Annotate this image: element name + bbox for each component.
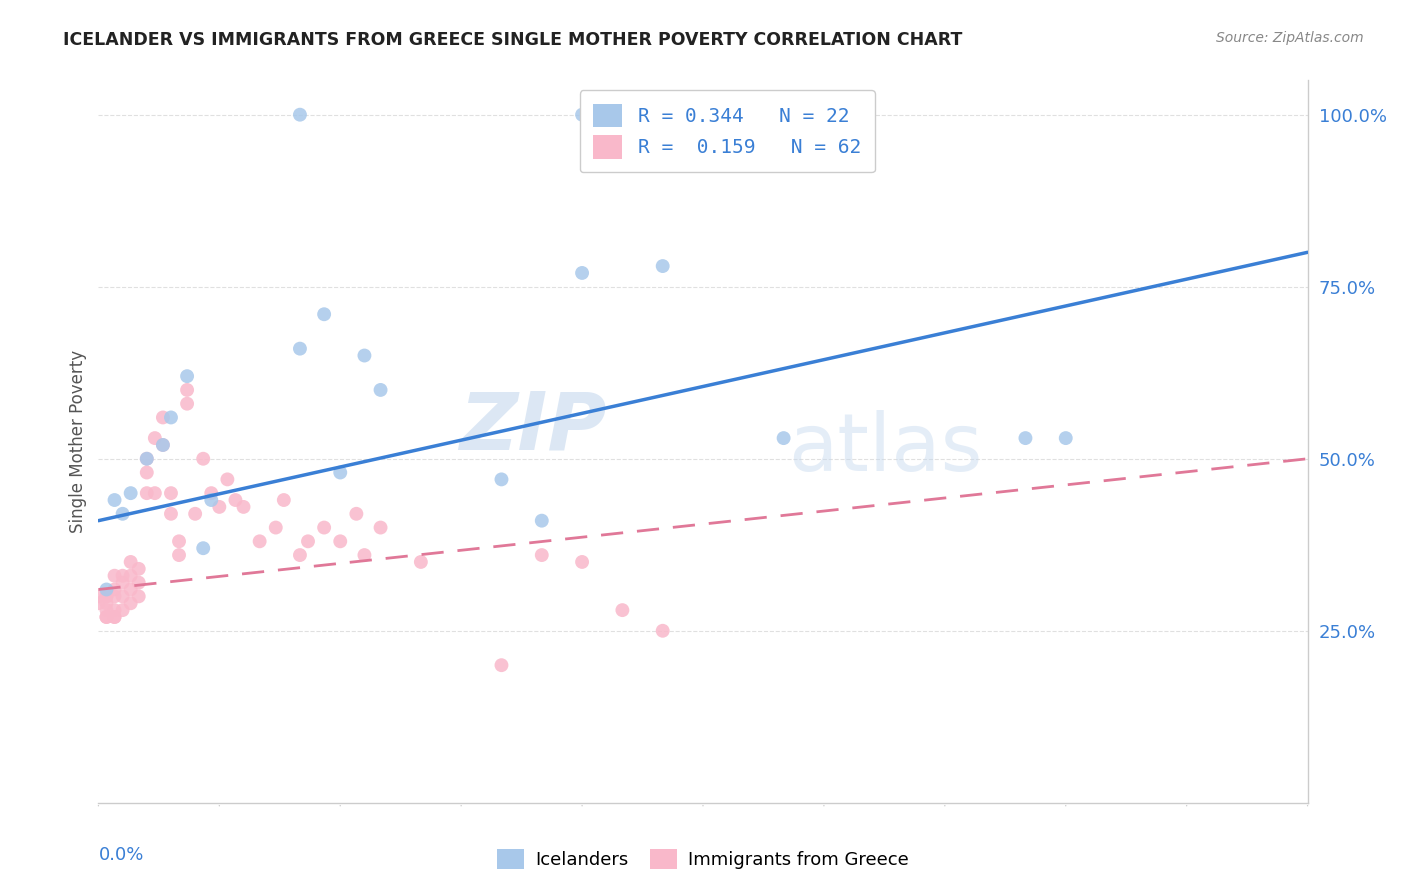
Point xyxy=(314,307,336,321)
Point xyxy=(208,500,231,514)
Point xyxy=(152,410,174,425)
Point xyxy=(530,514,553,528)
Point xyxy=(111,590,134,604)
Point xyxy=(96,590,118,604)
Point xyxy=(530,548,553,562)
Point xyxy=(96,610,118,624)
Point xyxy=(249,534,271,549)
Point xyxy=(128,562,150,576)
Point xyxy=(329,534,352,549)
Point xyxy=(160,507,183,521)
Point xyxy=(571,266,593,280)
Point xyxy=(103,610,125,624)
Point xyxy=(176,383,198,397)
Point xyxy=(370,520,392,534)
Point xyxy=(103,603,125,617)
Point xyxy=(103,610,125,624)
Point xyxy=(288,548,311,562)
Point xyxy=(120,555,142,569)
Point xyxy=(87,590,110,604)
Legend: R = 0.344   N = 22, R =  0.159   N = 62: R = 0.344 N = 22, R = 0.159 N = 62 xyxy=(579,90,875,172)
Point xyxy=(353,548,375,562)
Point xyxy=(96,610,118,624)
Y-axis label: Single Mother Poverty: Single Mother Poverty xyxy=(69,350,87,533)
Point xyxy=(96,590,118,604)
Point xyxy=(152,438,174,452)
Point xyxy=(120,582,142,597)
Point xyxy=(87,596,110,610)
Point xyxy=(96,603,118,617)
Point xyxy=(143,431,166,445)
Point xyxy=(193,541,215,556)
Point xyxy=(111,603,134,617)
Point xyxy=(297,534,319,549)
Point xyxy=(135,451,157,466)
Point xyxy=(651,624,673,638)
Text: atlas: atlas xyxy=(787,409,981,488)
Point xyxy=(111,568,134,582)
Point xyxy=(143,486,166,500)
Point xyxy=(167,548,190,562)
Point xyxy=(96,582,118,597)
Point xyxy=(120,486,142,500)
Point xyxy=(217,472,239,486)
Point xyxy=(103,493,125,508)
Point xyxy=(1054,431,1077,445)
Point xyxy=(224,493,246,508)
Point xyxy=(273,493,295,508)
Point xyxy=(651,259,673,273)
Point xyxy=(128,590,150,604)
Point xyxy=(103,582,125,597)
Text: ZIP: ZIP xyxy=(458,388,606,467)
Point xyxy=(491,658,513,673)
Point xyxy=(120,596,142,610)
Point xyxy=(612,603,634,617)
Point xyxy=(135,466,157,480)
Point xyxy=(176,397,198,411)
Point xyxy=(135,451,157,466)
Point xyxy=(193,451,215,466)
Point xyxy=(571,555,593,569)
Text: 0.0%: 0.0% xyxy=(98,847,143,864)
Point xyxy=(409,555,432,569)
Point xyxy=(200,486,222,500)
Point xyxy=(288,342,311,356)
Point xyxy=(772,431,794,445)
Point xyxy=(167,534,190,549)
Point xyxy=(128,575,150,590)
Point xyxy=(491,472,513,486)
Point xyxy=(264,520,287,534)
Point xyxy=(370,383,392,397)
Legend: Icelanders, Immigrants from Greece: Icelanders, Immigrants from Greece xyxy=(488,839,918,879)
Point xyxy=(200,493,222,508)
Point xyxy=(314,520,336,534)
Point xyxy=(103,590,125,604)
Point xyxy=(152,438,174,452)
Point xyxy=(111,507,134,521)
Point xyxy=(344,507,367,521)
Point xyxy=(111,575,134,590)
Point xyxy=(1014,431,1036,445)
Point xyxy=(329,466,352,480)
Text: Source: ZipAtlas.com: Source: ZipAtlas.com xyxy=(1216,31,1364,45)
Point xyxy=(571,108,593,122)
Point xyxy=(135,486,157,500)
Point xyxy=(96,596,118,610)
Point xyxy=(120,568,142,582)
Point xyxy=(176,369,198,384)
Point xyxy=(232,500,254,514)
Point xyxy=(184,507,207,521)
Point xyxy=(353,349,375,363)
Point xyxy=(160,410,183,425)
Point xyxy=(160,486,183,500)
Text: ICELANDER VS IMMIGRANTS FROM GREECE SINGLE MOTHER POVERTY CORRELATION CHART: ICELANDER VS IMMIGRANTS FROM GREECE SING… xyxy=(63,31,963,49)
Point xyxy=(288,108,311,122)
Point xyxy=(103,568,125,582)
